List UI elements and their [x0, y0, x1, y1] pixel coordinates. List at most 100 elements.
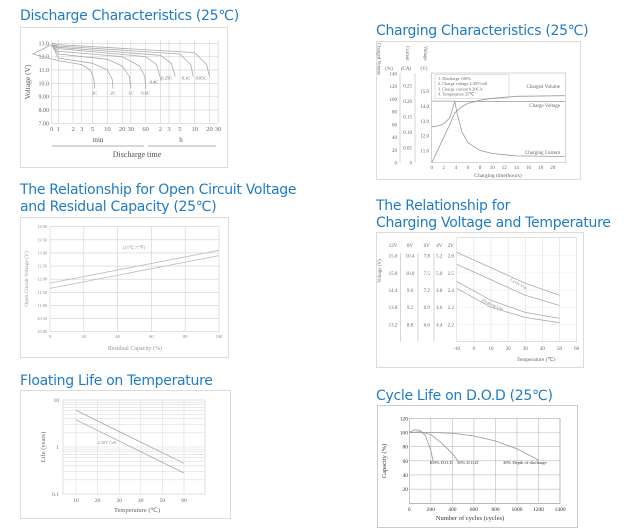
y-tick-label: 0.25: [403, 85, 412, 90]
x-tick-label: 800: [491, 507, 500, 513]
note-text: 3. Charge current 0.20CA: [438, 86, 483, 91]
x-tick-label: -10: [453, 347, 460, 352]
axis-unit: (V): [421, 67, 428, 72]
y-tick-label: 10.50: [37, 316, 47, 321]
voltage-value: 15.0: [389, 272, 398, 277]
title-line: The Relationship for: [376, 198, 511, 214]
voltage-value: 2.5: [448, 272, 455, 277]
series-line: [51, 44, 194, 77]
chart-frame: [20, 217, 229, 358]
voltage-value: 7.8: [424, 255, 431, 260]
x-tick-label: 20: [506, 347, 512, 352]
y-tick-label: 11.0: [420, 150, 429, 155]
charging-voltage-temperature-chart: -10 0 10 20 30 40 50 60 12V 15.6 15.0 14.4 13.8 13.2 8…: [376, 232, 584, 368]
x-tick-label: 5: [178, 126, 181, 133]
y-tick-label: 12.0: [39, 55, 50, 61]
charging-chart-title: Charging Characteristics (25℃): [376, 23, 589, 40]
series-label: Charge Voltage: [529, 104, 560, 109]
y-tick-label: 1: [56, 445, 59, 451]
series-label: Charged Volume: [527, 85, 561, 90]
y-tick-label: 0.10: [403, 131, 412, 136]
series-line: [49, 249, 220, 284]
x-tick-label: 2: [159, 126, 162, 133]
series-label: 0.4C: [150, 80, 159, 85]
series-line: [49, 255, 220, 289]
x-tick-label: 4: [455, 166, 458, 171]
x-tick-label: 80: [183, 334, 188, 339]
floating-life-title: Floating Life on Temperature: [20, 373, 213, 390]
y-tick-label: 40: [403, 473, 409, 479]
y-tick-label: 60: [403, 459, 409, 465]
notes-box: [434, 74, 510, 99]
series-line: [409, 432, 539, 461]
x-tick-label: 20: [119, 126, 126, 133]
x-tick-label: 2: [443, 166, 446, 171]
x-tick-label: 2: [71, 126, 74, 133]
series-line: [456, 263, 560, 306]
y-tick-label: 100: [390, 98, 398, 103]
axis-header: Current: [404, 46, 409, 61]
y-tick-label: 13.0: [420, 120, 429, 125]
cycle-life-chart: 0 200 400 600 800 1000 1200 1400 20 40 60 80 100 120 C…: [377, 405, 578, 528]
voltage-value: 14.4: [389, 289, 398, 294]
voltage-value: 2.6: [448, 255, 455, 260]
x-tick-label: 600: [470, 507, 479, 513]
axis-header: Charged Volume: [376, 43, 381, 75]
x-tick-label: 400: [448, 507, 457, 513]
x-tick-label: 5: [91, 126, 94, 133]
voltage-value: 4.8: [436, 289, 443, 294]
y-tick-label: 7.00: [39, 121, 50, 127]
x-tick-label: 60: [181, 498, 187, 504]
y-tick-label: 0.05: [403, 146, 412, 151]
y-tick-label: 0: [395, 162, 398, 167]
x-tick-label: 40: [115, 334, 120, 339]
chart-frame: [376, 232, 584, 368]
y-tick-label: 13.50: [37, 237, 47, 242]
x-tick-label: 8: [479, 166, 482, 171]
y-tick-label: 11.50: [37, 290, 47, 295]
series-label: 0.25C: [161, 76, 172, 81]
y-tick-label: 14.0: [420, 105, 429, 110]
series-line: [75, 419, 185, 474]
x-tick-label: 0: [50, 126, 53, 133]
y-tick-label: 13.00: [37, 250, 47, 255]
column-header: 8V: [407, 244, 414, 249]
x-tick-label: 0: [430, 166, 433, 171]
y-tick-label: 12.50: [37, 264, 47, 269]
y-tick-label: 10.0: [39, 81, 50, 87]
voltage-value: 9.2: [407, 306, 414, 311]
series-line: [51, 44, 146, 89]
voltage-value: 8.8: [407, 323, 414, 328]
y-tick-label: 8.00: [39, 108, 50, 114]
voltage-value: 5.2: [436, 255, 443, 260]
y-tick-label: 120: [400, 416, 409, 422]
x-tick-label: 50: [557, 347, 563, 352]
series-line: [51, 42, 210, 77]
x-tick-label: 10: [488, 347, 494, 352]
x-tick-label: 60: [149, 334, 154, 339]
x-axis-label: Temperature (℃): [517, 356, 556, 363]
voltage-value: 10.4: [406, 255, 415, 260]
title-line: Charging Voltage and Temperature: [376, 215, 611, 231]
x-tick-label: 20: [550, 166, 556, 171]
column-header: 4V: [436, 244, 443, 249]
series-label: 100% D.O.D: [429, 460, 453, 465]
title-line: Cycle Life on D.O.D (25℃): [376, 388, 553, 404]
y-tick-label: 12.0: [420, 135, 429, 140]
y-tick-label: 0.20: [403, 100, 412, 105]
axis-header: Voltage: [422, 46, 427, 61]
title-line: The Relationship for Open Circuit Voltag…: [20, 182, 297, 198]
series-label: Charging Current: [525, 151, 561, 156]
x-tick-label: 10: [104, 126, 111, 133]
axis-unit: (%): [385, 67, 393, 72]
series-line: [431, 100, 565, 157]
voltage-value: 7.2: [424, 289, 431, 294]
x-tick-label: 30: [116, 498, 122, 504]
y-tick-label: 15.0: [420, 90, 429, 95]
x-axis-label: Number of cycles (cycles): [436, 515, 504, 522]
note-text: 1. Discharge 100%: [438, 76, 471, 81]
x-tick-label: 16: [526, 166, 532, 171]
y-tick-label: 60: [392, 123, 398, 128]
y-tick-label: 120: [390, 85, 398, 90]
